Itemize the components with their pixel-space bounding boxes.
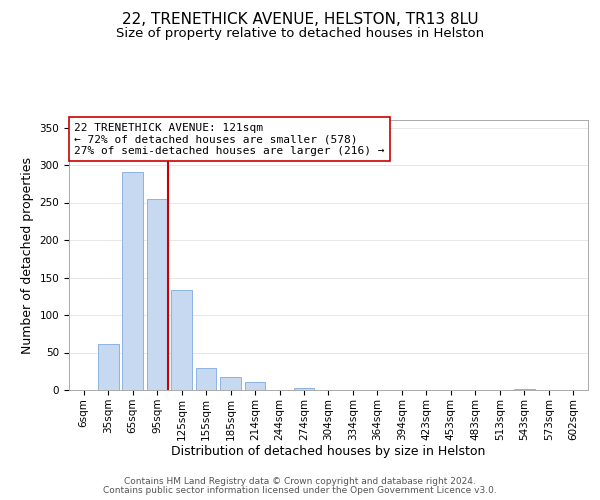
Y-axis label: Number of detached properties: Number of detached properties [21, 156, 34, 354]
Bar [122, 172, 143, 390]
Bar [147, 198, 167, 390]
Bar [220, 376, 241, 390]
Bar [514, 388, 535, 390]
Text: Contains HM Land Registry data © Crown copyright and database right 2024.: Contains HM Land Registry data © Crown c… [124, 477, 476, 486]
Text: 22 TRENETHICK AVENUE: 121sqm
← 72% of detached houses are smaller (578)
27% of s: 22 TRENETHICK AVENUE: 121sqm ← 72% of de… [74, 122, 385, 156]
Bar [196, 368, 217, 390]
Text: Size of property relative to detached houses in Helston: Size of property relative to detached ho… [116, 28, 484, 40]
Bar [245, 382, 265, 390]
Text: Contains public sector information licensed under the Open Government Licence v3: Contains public sector information licen… [103, 486, 497, 495]
Text: 22, TRENETHICK AVENUE, HELSTON, TR13 8LU: 22, TRENETHICK AVENUE, HELSTON, TR13 8LU [122, 12, 478, 28]
Bar [293, 388, 314, 390]
X-axis label: Distribution of detached houses by size in Helston: Distribution of detached houses by size … [172, 446, 485, 458]
Bar [171, 290, 192, 390]
Bar [98, 344, 119, 390]
